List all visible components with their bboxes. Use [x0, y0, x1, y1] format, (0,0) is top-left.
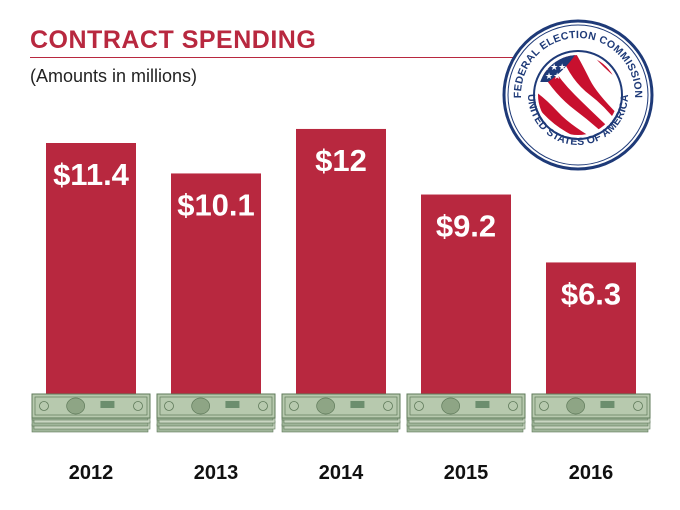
year-label-2014: 2014: [319, 462, 364, 484]
value-label-2016: $6.3: [561, 276, 621, 311]
chart-subtitle: (Amounts in millions): [30, 66, 198, 86]
svg-text:★★: ★★: [545, 72, 561, 82]
value-label-2012: $11.4: [53, 157, 130, 192]
value-label-2013: $10.1: [177, 187, 255, 222]
money-stacks-layer: [31, 393, 651, 433]
bars-layer: $11.4 $10.1 $12 $9.2 $6.3: [46, 128, 636, 410]
bar-2014: [296, 128, 386, 410]
year-label-2013: 2013: [194, 462, 239, 484]
value-label-2015: $9.2: [436, 209, 496, 244]
money-stack-icon: [156, 393, 276, 433]
money-stack-icon: [406, 393, 526, 433]
bar-2013: [171, 173, 261, 410]
year-label-2015: 2015: [444, 462, 489, 484]
bar-2015: [421, 194, 511, 410]
money-stack-icon: [531, 393, 651, 433]
year-labels-layer: 2012 2013 2014 2015 2016: [69, 462, 614, 484]
bar-2016: [546, 262, 636, 410]
bar-2012: [46, 143, 136, 410]
year-label-2012: 2012: [69, 462, 114, 484]
value-label-2014: $12: [315, 143, 367, 178]
title-rule: [30, 57, 640, 58]
money-stack-icon: [31, 393, 151, 433]
svg-text:★★★: ★★★: [542, 63, 566, 73]
chart-title: CONTRACT SPENDING: [30, 26, 317, 54]
money-stack-icon: [281, 393, 401, 433]
year-label-2016: 2016: [569, 462, 614, 484]
federal-election-commission-seal-icon: ★★★ ★★ FEDERAL ELECTION COMMISSION UNITE…: [502, 19, 654, 171]
